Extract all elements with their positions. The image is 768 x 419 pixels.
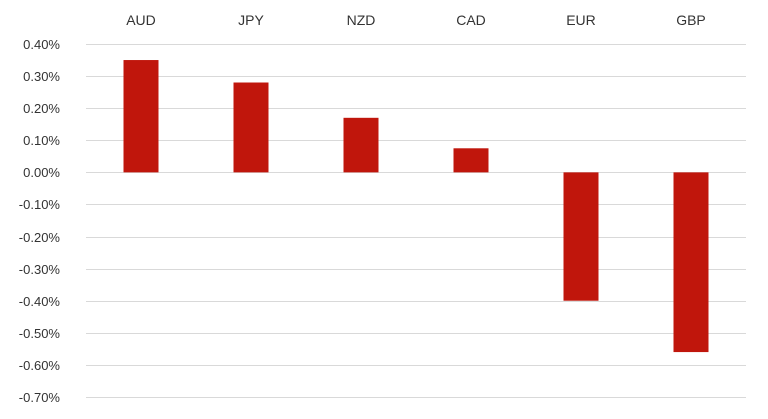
category-label-aud: AUD <box>126 12 156 28</box>
bar-nzd <box>343 117 379 173</box>
y-tick-label: -0.60% <box>19 358 61 373</box>
category-labels: AUD JPY NZD CAD EUR GBP <box>126 12 706 28</box>
category-label-cad: CAD <box>456 12 486 28</box>
y-tick-label: -0.30% <box>19 262 61 277</box>
category-label-gbp: GBP <box>676 12 706 28</box>
category-label-nzd: NZD <box>347 12 376 28</box>
y-tick-label: -0.10% <box>19 197 61 212</box>
y-tick-label: -0.40% <box>19 294 61 309</box>
y-axis-ticks: 0.40% 0.30% 0.20% 0.10% 0.00% -0.10% -0.20% -0.… <box>19 37 61 405</box>
y-tick-label: 0.40% <box>23 37 60 52</box>
y-tick-label: 0.20% <box>23 101 60 116</box>
y-tick-label: 0.00% <box>23 165 60 180</box>
y-tick-label: -0.70% <box>19 390 61 405</box>
bar-aud <box>123 60 159 173</box>
gridlines <box>86 44 746 398</box>
category-label-eur: EUR <box>566 12 596 28</box>
bar-jpy <box>233 82 269 173</box>
bar-eur <box>563 172 599 301</box>
y-tick-label: 0.10% <box>23 133 60 148</box>
bars <box>123 60 709 353</box>
bar-cad <box>453 148 489 173</box>
bar-gbp <box>673 172 709 353</box>
y-tick-label: -0.50% <box>19 326 61 341</box>
y-tick-label: -0.20% <box>19 230 61 245</box>
y-tick-label: 0.30% <box>23 69 60 84</box>
category-label-jpy: JPY <box>238 12 264 28</box>
